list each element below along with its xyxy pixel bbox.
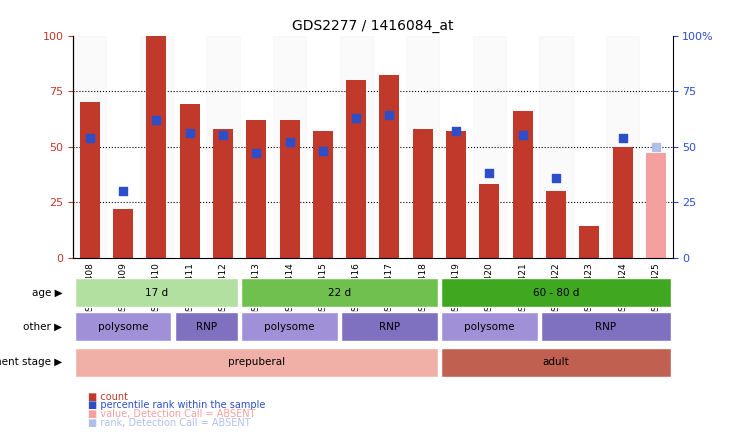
Bar bbox=[146, 36, 167, 258]
Text: polysome: polysome bbox=[265, 322, 315, 332]
Point bbox=[117, 187, 129, 194]
Bar bbox=[113, 209, 133, 258]
Bar bbox=[480, 184, 499, 258]
Bar bbox=[646, 153, 666, 258]
Point bbox=[151, 116, 162, 123]
Bar bbox=[73, 36, 107, 258]
Bar bbox=[140, 36, 173, 258]
Title: GDS2277 / 1416084_at: GDS2277 / 1416084_at bbox=[292, 19, 453, 33]
Text: development stage ▶: development stage ▶ bbox=[0, 357, 62, 367]
Text: ■ value, Detection Call = ABSENT: ■ value, Detection Call = ABSENT bbox=[88, 409, 255, 420]
Point bbox=[617, 134, 629, 141]
Bar bbox=[346, 80, 366, 258]
Bar bbox=[246, 120, 266, 258]
Point bbox=[650, 143, 662, 150]
Bar bbox=[80, 102, 99, 258]
Bar bbox=[446, 131, 466, 258]
Bar bbox=[579, 226, 599, 258]
Point bbox=[251, 150, 262, 157]
Bar bbox=[273, 36, 306, 258]
Bar bbox=[213, 129, 233, 258]
Bar bbox=[606, 36, 639, 258]
Text: prepuberal: prepuberal bbox=[227, 357, 285, 367]
Bar bbox=[313, 131, 333, 258]
Text: RNP: RNP bbox=[196, 322, 217, 332]
Text: ■ rank, Detection Call = ABSENT: ■ rank, Detection Call = ABSENT bbox=[88, 418, 250, 428]
FancyBboxPatch shape bbox=[75, 313, 171, 341]
FancyBboxPatch shape bbox=[241, 278, 438, 307]
Text: other ▶: other ▶ bbox=[23, 322, 62, 332]
FancyBboxPatch shape bbox=[75, 278, 238, 307]
Text: age ▶: age ▶ bbox=[31, 288, 62, 297]
Bar bbox=[539, 36, 572, 258]
Bar bbox=[406, 36, 439, 258]
Point bbox=[450, 127, 462, 135]
Point bbox=[550, 174, 562, 181]
Point bbox=[84, 134, 96, 141]
Text: 60 - 80 d: 60 - 80 d bbox=[533, 288, 579, 297]
Point bbox=[317, 147, 329, 155]
Text: polysome: polysome bbox=[464, 322, 515, 332]
Bar bbox=[613, 147, 632, 258]
FancyBboxPatch shape bbox=[175, 313, 238, 341]
Bar bbox=[413, 129, 433, 258]
Bar bbox=[473, 36, 506, 258]
Point bbox=[183, 130, 195, 137]
Point bbox=[384, 112, 395, 119]
FancyBboxPatch shape bbox=[241, 313, 338, 341]
FancyBboxPatch shape bbox=[441, 278, 671, 307]
Text: adult: adult bbox=[542, 357, 569, 367]
FancyBboxPatch shape bbox=[341, 313, 438, 341]
Text: RNP: RNP bbox=[379, 322, 400, 332]
FancyBboxPatch shape bbox=[541, 313, 671, 341]
Point bbox=[483, 170, 495, 177]
Bar bbox=[339, 36, 373, 258]
Text: 17 d: 17 d bbox=[145, 288, 168, 297]
Point bbox=[217, 132, 229, 139]
Bar bbox=[206, 36, 240, 258]
Point bbox=[284, 139, 295, 146]
Point bbox=[517, 132, 529, 139]
FancyBboxPatch shape bbox=[441, 348, 671, 377]
Bar bbox=[379, 75, 399, 258]
Text: ■ count: ■ count bbox=[88, 392, 128, 402]
Text: polysome: polysome bbox=[98, 322, 148, 332]
FancyBboxPatch shape bbox=[75, 348, 438, 377]
Bar bbox=[546, 191, 566, 258]
Point bbox=[350, 114, 362, 121]
Text: 22 d: 22 d bbox=[328, 288, 351, 297]
Bar bbox=[180, 104, 200, 258]
Bar bbox=[512, 111, 533, 258]
Text: RNP: RNP bbox=[595, 322, 616, 332]
Text: ■ percentile rank within the sample: ■ percentile rank within the sample bbox=[88, 400, 265, 411]
Bar bbox=[279, 120, 300, 258]
FancyBboxPatch shape bbox=[441, 313, 537, 341]
